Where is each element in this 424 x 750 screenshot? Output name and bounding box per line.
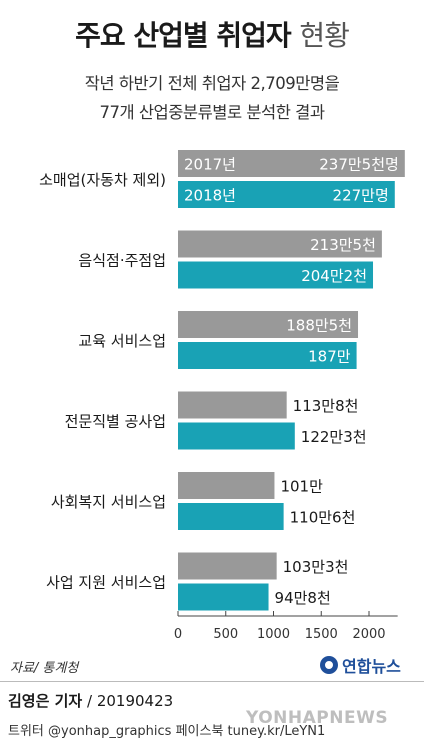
- source-note: 자료/ 통계청: [10, 661, 79, 676]
- bar-value-label: 110만6천: [290, 509, 356, 527]
- bar-chart: 소매업(자동차 제외) 237만5천명 2017년 227만명 2018년음식점·주점업…: [39, 150, 405, 642]
- yonhap-logo-text: 연합뉴스: [342, 657, 401, 676]
- bar-value-label: 113만8천: [293, 397, 359, 415]
- x-tick-label: 0: [174, 627, 182, 642]
- series-label-2017: 2017년: [184, 156, 236, 174]
- x-tick-label: 1500: [305, 627, 338, 642]
- category-label: 전문직별 공사업: [65, 413, 166, 431]
- social-links: 트위터 @yonhap_graphics 페이스북 tuney.kr/LeYN1: [8, 724, 326, 739]
- chart-title: 주요 산업별 취업자 현황: [0, 14, 424, 54]
- bar-2017: [178, 150, 405, 177]
- title-main: 주요 산업별 취업자: [75, 19, 292, 52]
- bar-2017: [178, 391, 287, 419]
- bar-2017: [178, 311, 359, 338]
- bar-value-label: 213만5천: [310, 236, 376, 254]
- bar-2017: [178, 230, 382, 258]
- bar-value-label: 94만8천: [275, 589, 331, 607]
- category-label: 교육 서비스업: [78, 332, 166, 350]
- category-label: 음식점·주점업: [78, 252, 166, 270]
- x-tick-label: 500: [213, 627, 238, 642]
- category-label: 소매업(자동차 제외): [39, 171, 166, 189]
- bar-value-label: 204만2천: [301, 267, 367, 285]
- bar-value-label: 122만3천: [301, 428, 367, 446]
- x-tick-label: 2000: [352, 627, 385, 642]
- category-label: 사업 지원 서비스업: [46, 574, 166, 592]
- title-suffix: 현황: [299, 19, 350, 52]
- bar-2017: [178, 552, 277, 580]
- bar-value-label: 103만3천: [283, 558, 349, 576]
- bar-2018: [178, 261, 374, 289]
- bar-2018: [178, 583, 269, 611]
- bar-value-label: 101만: [280, 478, 323, 496]
- bar-2017: [178, 472, 275, 499]
- bar-value-label: 187만: [308, 348, 351, 366]
- bar-2018: [178, 503, 284, 530]
- x-tick-label: 1000: [257, 627, 290, 642]
- series-label-2018: 2018년: [184, 187, 236, 205]
- yonhap-logo: 연합뉴스: [320, 652, 401, 678]
- bar-2018: [178, 342, 357, 369]
- bar-value-label: 188만5천: [286, 317, 352, 335]
- watermark: YONHAPNEWS: [246, 708, 389, 728]
- subtitle-line1: 작년 하반기 전체 취업자 2,709만명을: [84, 74, 340, 93]
- subtitle-line2: 77개 산업중분류별로 분석한 결과: [99, 103, 325, 122]
- yonhap-logo-icon: [320, 656, 338, 674]
- bar-2018: [178, 181, 395, 208]
- author-credit: 김영은 기자 / 20190423: [8, 690, 173, 711]
- author-name: 김영은 기자: [8, 692, 83, 710]
- publish-date: / 20190423: [82, 692, 174, 710]
- bar-2018: [178, 422, 295, 450]
- category-label: 사회복지 서비스업: [51, 493, 166, 511]
- bar-value-label: 227만명: [333, 187, 389, 205]
- footer-divider: [0, 681, 424, 682]
- bar-value-label: 237만5천명: [319, 156, 399, 174]
